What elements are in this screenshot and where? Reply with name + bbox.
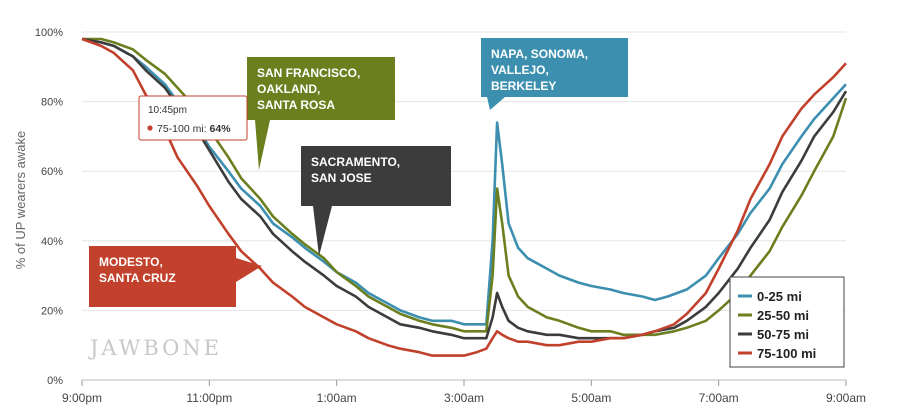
callout: SACRAMENTO, SAN JOSE xyxy=(301,146,451,256)
x-tick-label: 1:00am xyxy=(317,391,357,405)
hover-tooltip: 10:45pm 75-100 mi: 64% xyxy=(138,95,248,141)
callout-text: SANTA CRUZ xyxy=(99,271,176,285)
callout-text: BERKELEY xyxy=(491,79,556,93)
callout-text: SAN FRANCISCO, xyxy=(257,66,360,80)
y-tick-label: 20% xyxy=(41,305,63,317)
callout-pointer xyxy=(236,258,262,282)
series-line-25-50-mi[interactable] xyxy=(82,37,848,337)
x-tick-label: 9:00am xyxy=(826,391,866,405)
series-line-75-100-mi[interactable] xyxy=(81,37,847,357)
y-tick-label: 60% xyxy=(41,166,63,178)
tooltip-box xyxy=(138,95,248,141)
legend-label: 75-100 mi xyxy=(757,346,816,361)
tooltip-time: 10:45pm xyxy=(148,105,187,116)
callout-pointer xyxy=(255,120,270,170)
tooltip-series-name: 75-100 mi: xyxy=(157,123,207,135)
callouts: SAN FRANCISCO, OAKLAND, SANTA ROSA SACRAMEN… xyxy=(89,38,628,307)
x-tick-label: 3:00am xyxy=(444,391,484,405)
x-tick-label: 9:00pm xyxy=(62,391,102,405)
callout: MODESTO, SANTA CRUZ xyxy=(89,246,262,307)
callout: NAPA, SONOMA, VALLEJO, BERKELEY xyxy=(481,38,628,110)
callout-text: SACRAMENTO, xyxy=(311,155,400,169)
y-tick-label: 40% xyxy=(41,236,63,248)
callout-pointer xyxy=(313,206,332,256)
legend-label: 0-25 mi xyxy=(757,289,802,304)
jawbone-watermark: JAWBONE xyxy=(88,336,222,360)
x-tick-label: 7:00am xyxy=(699,391,739,405)
tooltip-marker xyxy=(147,125,153,131)
x-tick-label: 11:00pm xyxy=(186,391,232,405)
callout-text: VALLEJO, xyxy=(491,63,549,77)
callout-box xyxy=(481,38,628,97)
callout-pointer xyxy=(487,97,505,110)
tooltip-value: 64% xyxy=(210,123,232,135)
x-axis-ticks: 9:00pm 11:00pm 1:00am 3:00am 5:00am 7:00am 9:0… xyxy=(62,380,866,405)
callout-text: SAN JOSE xyxy=(311,171,372,185)
series-lines[interactable] xyxy=(81,37,848,357)
y-tick-label: 80% xyxy=(41,97,63,109)
series-line-50-75-mi[interactable] xyxy=(81,37,848,340)
legend-label: 50-75 mi xyxy=(757,327,809,342)
y-axis-ticks: 0% 20% 40% 60% 80% 100% xyxy=(35,27,63,387)
callout-text: NAPA, SONOMA, xyxy=(491,47,588,61)
tooltip-series: 75-100 mi: 64% xyxy=(157,123,231,135)
callout-text: OAKLAND, xyxy=(257,82,320,96)
legend-label: 25-50 mi xyxy=(757,308,809,323)
x-tick-label: 5:00am xyxy=(571,391,611,405)
callout-box xyxy=(247,57,395,120)
callout-text: SANTA ROSA xyxy=(257,98,335,112)
callout-box xyxy=(301,146,451,206)
callout: SAN FRANCISCO, OAKLAND, SANTA ROSA xyxy=(247,57,395,170)
y-tick-label: 0% xyxy=(47,375,63,387)
y-tick-label: 100% xyxy=(35,27,63,39)
callout-text: MODESTO, xyxy=(99,255,163,269)
y-axis-label: % of UP wearers awake xyxy=(13,131,28,270)
callout-box xyxy=(89,246,236,307)
legend: 0-25 mi 25-50 mi 50-75 mi 75-100 mi xyxy=(729,276,845,368)
